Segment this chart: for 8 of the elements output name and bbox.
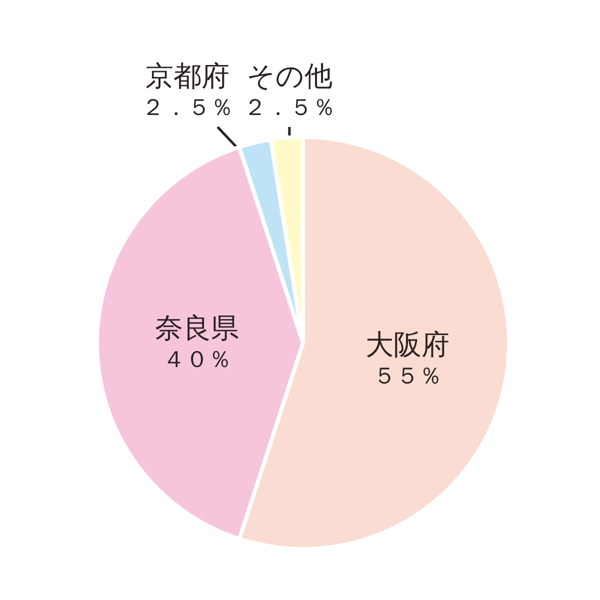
data-label: ２．５％ bbox=[243, 95, 336, 121]
slice-label: 京都府 bbox=[146, 60, 230, 92]
slice-label: 大阪府 bbox=[366, 328, 450, 362]
slice-label: 奈良県 bbox=[155, 312, 239, 344]
data-label: ４０％ bbox=[162, 347, 232, 373]
data-label: ５５％ bbox=[373, 364, 442, 390]
data-label: ２．５％ bbox=[142, 95, 234, 121]
slice-label: その他 bbox=[246, 60, 332, 92]
